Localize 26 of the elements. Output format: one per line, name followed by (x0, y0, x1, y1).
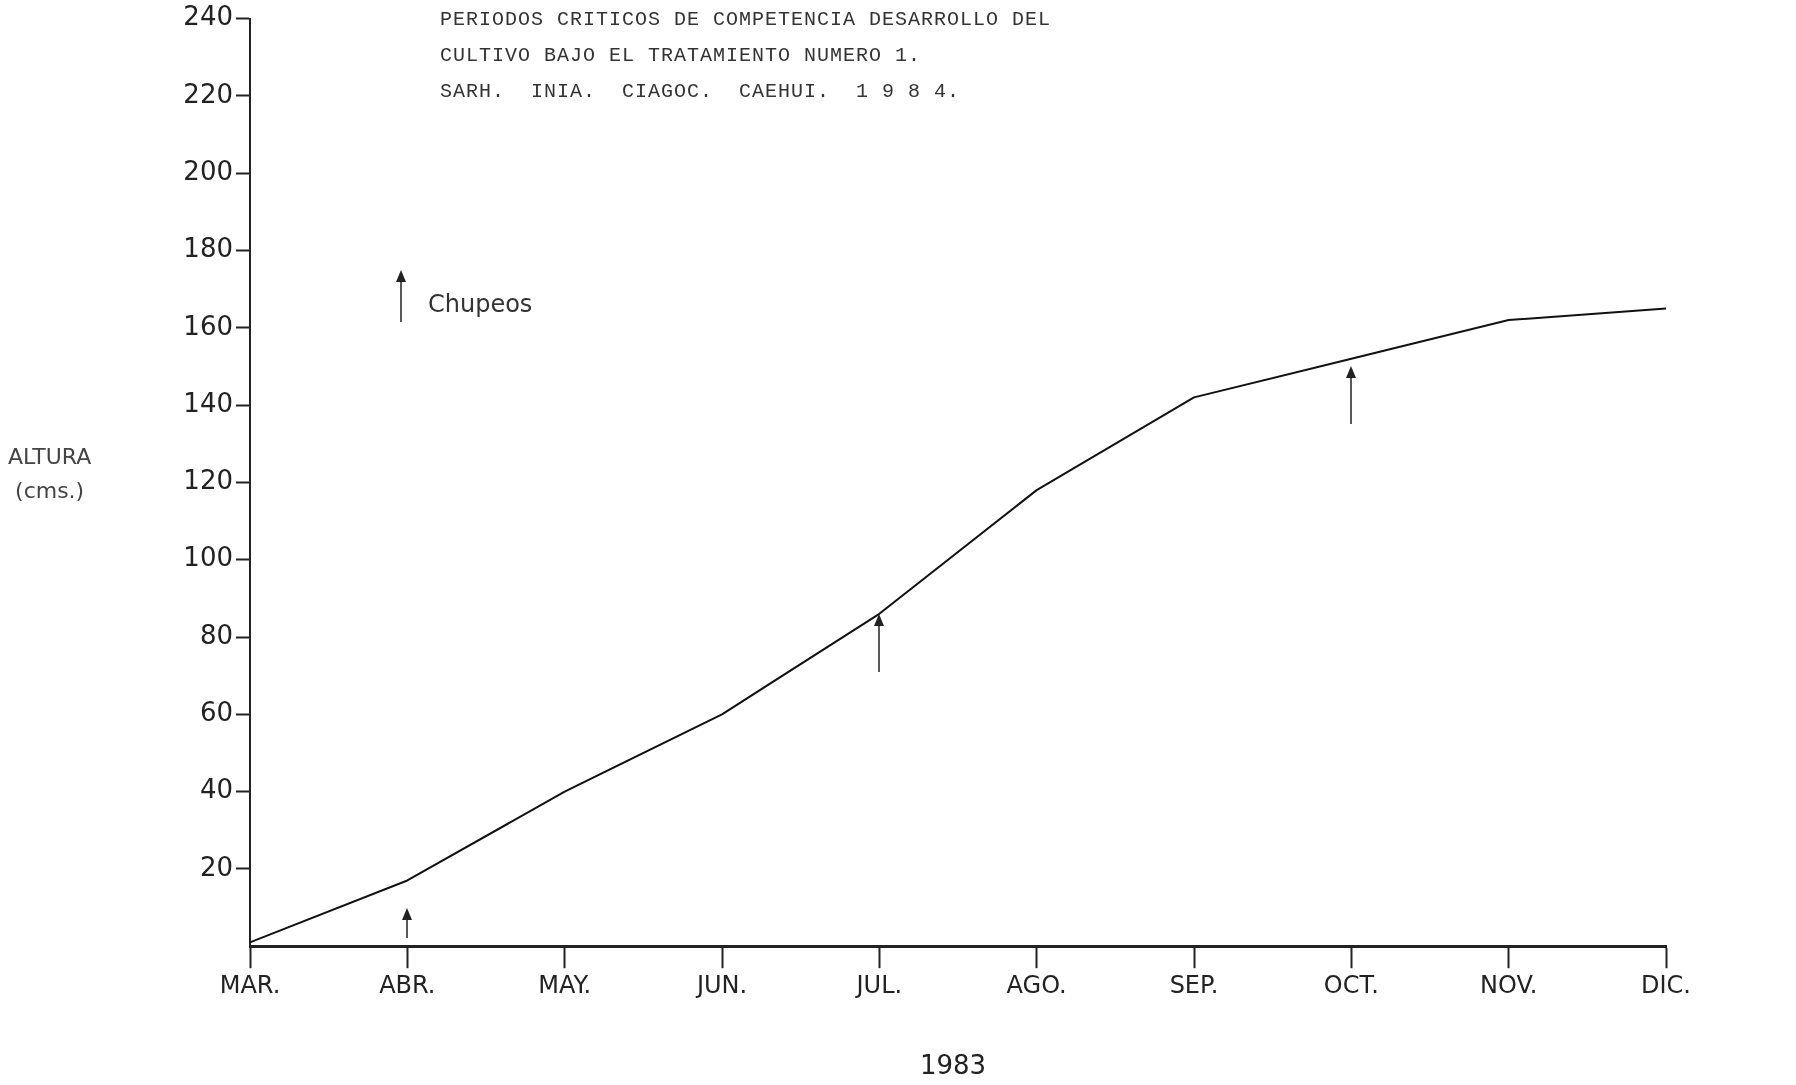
y-tick-label: 40 (199, 774, 233, 805)
y-tick-label: 200 (183, 155, 233, 186)
x-tick-label: JUL. (854, 970, 903, 999)
x-tick-label: ABR. (379, 970, 436, 999)
y-tick-label: 140 (183, 387, 233, 418)
y-tick-label: 20 (199, 851, 233, 882)
y-tick-label: 60 (199, 697, 233, 728)
y-tick-label: 120 (183, 465, 233, 496)
y-tick-label: 220 (183, 78, 233, 109)
y-axis-title: ALTURA (cms.) (8, 443, 92, 505)
text: PERIODOS CRITICOS DE COMPETENCIA DESARROLLO DEL CULTIVO BAJO EL TRATAMIENTO NUMERO 1. SARH. INIA. CIAGOC. CAEHUI. 1 9 8 4. (440, 7, 1052, 105)
x-tick-label: MAY. (538, 970, 592, 999)
y-tick-label: 100 (183, 542, 233, 573)
y-tick-label: 160 (183, 310, 233, 341)
x-tick-label: DIC. (1641, 970, 1691, 999)
annotation: Chupeos (428, 290, 533, 318)
y-tick-label: 180 (183, 233, 233, 264)
x-tick-label: JUN. (694, 970, 748, 999)
y-tick-label: 240 (183, 1, 233, 32)
x-tick-label: NOV. (1479, 970, 1538, 999)
x-tick-label: MAR. (219, 970, 281, 999)
y-tick-label: 80 (199, 619, 233, 650)
x-tick-label: OCT. (1323, 970, 1379, 999)
x-tick-label: SEP. (1169, 970, 1219, 999)
x-tick-label: AGO. (1006, 970, 1067, 999)
x-axis-title: 1983 (918, 1050, 988, 1080)
